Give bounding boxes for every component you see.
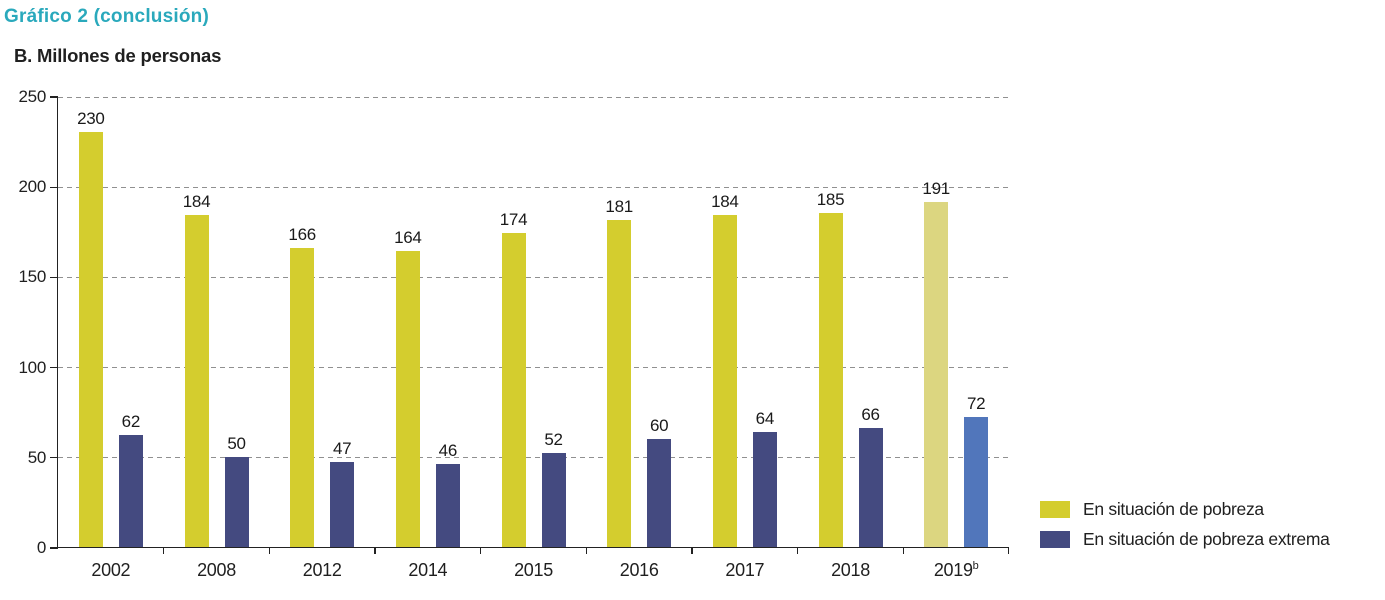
bar-pobreza-2018 (818, 213, 843, 547)
gridline-150 (58, 276, 1008, 278)
x-axis-label-2017: 2017 (725, 560, 765, 580)
x-axis-label-2018: 2018 (831, 560, 870, 580)
x-axis-tick (374, 547, 376, 554)
x-axis-tick (479, 547, 482, 554)
bar-pobreza-2016 (607, 220, 632, 547)
superscript-note: b (972, 560, 979, 572)
bar-pobreza-extrema-2017 (752, 431, 777, 547)
bar-pobreza-extrema-2015 (541, 453, 566, 547)
y-axis-label-0: 0 (36, 538, 46, 557)
bar-value-label: 184 (711, 192, 739, 212)
y-axis-label-250: 250 (18, 87, 47, 106)
bar-pobreza-extrema-2019 (964, 417, 989, 547)
bar-value-label: 72 (967, 394, 986, 414)
legend-label-pobreza: En situación de pobreza (1083, 499, 1264, 519)
x-axis-tick (691, 547, 693, 554)
bar-value-label: 47 (333, 439, 352, 459)
x-axis-end-tick (1007, 547, 1009, 554)
bar-value-label: 185 (816, 190, 845, 210)
x-axis-label-2014: 2014 (408, 560, 448, 580)
bar-pobreza-2015 (501, 233, 526, 547)
y-axis-tick-250 (50, 96, 58, 98)
y-axis-label-150: 150 (18, 267, 47, 287)
x-axis-label-2012: 2012 (302, 560, 342, 580)
chart-legend: En situación de pobreza En situación de … (1040, 499, 1330, 561)
x-axis-label-2008: 2008 (197, 560, 236, 580)
x-axis-tick (796, 547, 799, 554)
figure-title: Gráfico 2 (conclusión) (4, 6, 209, 27)
gridline-50 (58, 457, 1008, 459)
bar-value-label: 181 (605, 197, 633, 217)
bar-pobreza-2019 (924, 202, 949, 547)
x-axis-label-2019: 2019b (933, 560, 979, 580)
y-axis-label-100: 100 (18, 357, 47, 377)
x-axis-tick (268, 547, 271, 554)
bar-value-label: 191 (922, 179, 950, 199)
x-axis-label-2002: 2002 (91, 560, 131, 580)
y-axis-label-200: 200 (18, 177, 47, 197)
gridline-200 (58, 186, 1008, 188)
y-axis-label-50: 50 (27, 447, 47, 467)
bar-value-label: 66 (861, 404, 880, 424)
gridline-250 (58, 96, 1008, 98)
bar-value-label: 50 (227, 433, 246, 453)
bar-value-label: 64 (755, 408, 775, 428)
bar-value-label: 184 (182, 192, 211, 212)
bar-pobreza-2002 (78, 132, 103, 547)
y-axis-tick-100 (50, 366, 58, 369)
x-axis-tick (162, 547, 165, 554)
bar-pobreza-2008 (184, 215, 209, 547)
panel-subtitle: B. Millones de personas (14, 45, 222, 66)
x-axis-label-2016: 2016 (619, 560, 659, 580)
y-axis-tick-50 (50, 457, 58, 459)
x-axis-label-2015: 2015 (514, 560, 553, 580)
bar-value-label: 230 (77, 109, 105, 129)
bar-pobreza-extrema-2012 (330, 462, 355, 547)
bar-pobreza-extrema-2008 (224, 456, 249, 547)
plot-area: 0 50 100 150 200 250 230 62 2002 184 50 2008 166 47 20… (19, 87, 1009, 580)
gridline-100 (58, 367, 1008, 369)
bar-pobreza-extrema-2014 (435, 464, 460, 547)
x-axis-tick (902, 547, 905, 554)
y-axis-tick-0 (50, 547, 58, 549)
bar-value-label: 164 (394, 228, 422, 248)
legend-label-pobreza-extrema: En situación de pobreza extrema (1083, 529, 1330, 549)
bar-value-label: 174 (499, 210, 528, 230)
bar-value-label: 46 (438, 441, 458, 461)
bar-value-label: 62 (121, 412, 141, 432)
bar-pobreza-extrema-2002 (118, 435, 143, 547)
legend-item-pobreza-extrema: En situación de pobreza extrema (1040, 529, 1330, 549)
legend-item-pobreza: En situación de pobreza (1040, 499, 1330, 519)
x-axis-tick (585, 547, 588, 554)
bar-pobreza-2017 (712, 215, 737, 547)
bar-pobreza-extrema-2018 (858, 427, 883, 547)
bar-value-label: 52 (544, 430, 563, 450)
bar-value-label: 166 (288, 224, 316, 244)
legend-swatch-pobreza (1040, 501, 1070, 518)
bar-value-label: 60 (650, 415, 669, 435)
legend-swatch-pobreza-extrema (1040, 531, 1070, 548)
y-axis-tick-150 (50, 276, 58, 279)
y-axis-tick-200 (50, 186, 58, 188)
bar-pobreza-extrema-2016 (647, 438, 672, 547)
bar-pobreza-2012 (290, 247, 315, 547)
bar-pobreza-2014 (395, 251, 420, 547)
